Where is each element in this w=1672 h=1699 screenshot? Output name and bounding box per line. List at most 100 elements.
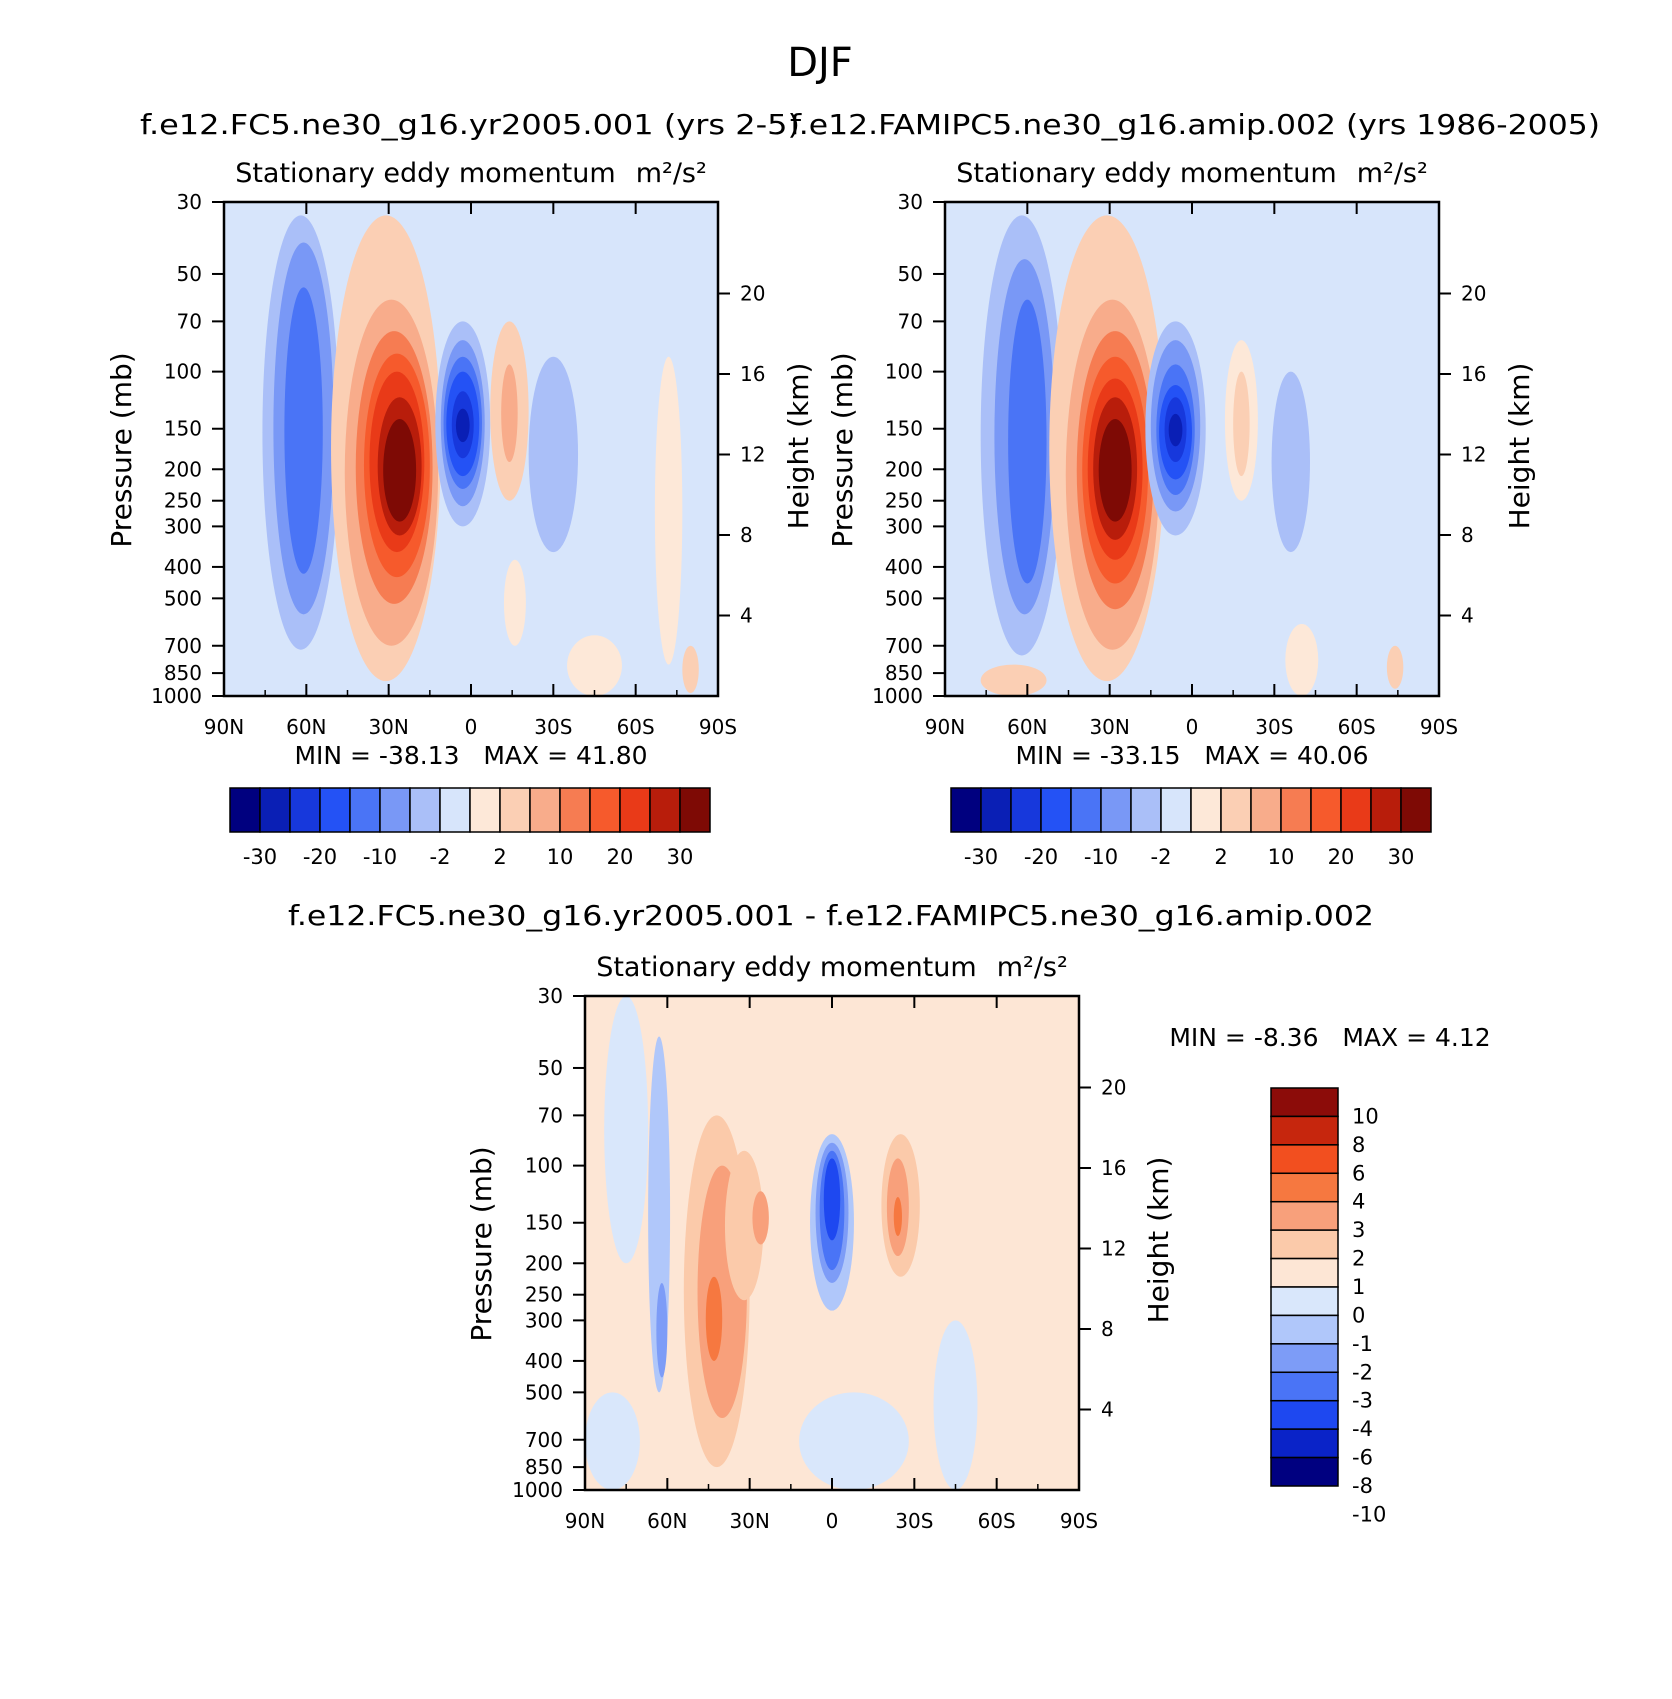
panel-3-x-ticklabel: 60S	[978, 1509, 1016, 1533]
panel-2-x-ticklabel: 60S	[1338, 715, 1376, 739]
panel-3-colorbar-label: 0	[1352, 1303, 1365, 1327]
panel-3-colorbar-label: -8	[1352, 1474, 1373, 1498]
panel-1-colorbar-label: -2	[430, 845, 451, 869]
panel-2-contour-3	[1008, 299, 1047, 584]
panel-2-y-ticklabel: 30	[898, 190, 923, 214]
panel-3-colorbar-swatch	[1270, 1257, 1339, 1288]
panel-3-colorbar-label: 1	[1352, 1275, 1365, 1299]
panel-2-units: m²/s²	[1357, 158, 1428, 189]
panel-2-colorbar-label: -10	[1084, 845, 1118, 869]
panel-3-colorbar-label: 2	[1352, 1247, 1365, 1271]
panel-2-colorbar-swatch	[1370, 787, 1402, 833]
panel-3-contour-6	[724, 1150, 764, 1301]
panel-2-y2-ticklabel: 8	[1461, 523, 1474, 547]
panel-1-y-ticklabel: 300	[164, 514, 202, 538]
panel-2-colorbar-swatch	[1280, 787, 1312, 833]
panel-2-colorbar-swatch	[1040, 787, 1072, 833]
panel-3-y-ticklabel: 250	[525, 1283, 563, 1307]
panel-3-contour-11	[823, 1158, 841, 1241]
panel-2-colorbar-label: 10	[1268, 845, 1295, 869]
panel-3-x-ticklabel: 90N	[565, 1509, 605, 1533]
panel-2-y2-ticklabel: 4	[1461, 603, 1474, 627]
panel-3-y-ticklabel: 1000	[512, 1478, 563, 1502]
panel-2-contour-10	[1098, 419, 1132, 522]
panel-3-contours	[585, 996, 978, 1490]
panel-1-colorbar-label: -10	[363, 845, 397, 869]
panel-3-colorbar-swatch	[1270, 1456, 1339, 1487]
panel-1-colorbar-swatch	[529, 787, 561, 833]
panel-3-y-ticklabel: 100	[525, 1154, 563, 1178]
panel-1-colorbar-label: -30	[243, 845, 277, 869]
panel-1-y-ticklabel: 100	[164, 360, 202, 384]
panel-1-colorbar-label: 30	[667, 845, 694, 869]
panel-3-colorbar-swatch	[1270, 1314, 1339, 1345]
panel-2-colorbar-swatch	[1400, 787, 1432, 833]
panel-3-colorbar-swatch	[1270, 1343, 1339, 1374]
panel-2-colorbar-label: 30	[1388, 845, 1415, 869]
panel-2-colorbar-swatch	[980, 787, 1012, 833]
panel-1-colorbar-label: 20	[607, 845, 634, 869]
panel-1-contour-23	[682, 645, 699, 694]
panel-3-contour-7	[752, 1191, 769, 1245]
panel-3-y2-ticklabel: 20	[1101, 1075, 1126, 1099]
panel-2-y-ticklabel: 200	[885, 457, 923, 481]
panel-1-colorbar-swatch	[649, 787, 681, 833]
panel-2-x-ticklabel: 90N	[925, 715, 965, 739]
panel-2-colorbar-swatch	[1220, 787, 1252, 833]
panel-1-colorbar-swatch	[439, 787, 471, 833]
panel-1-colorbar-swatch	[289, 787, 321, 833]
panel-1-units: m²/s²	[636, 158, 707, 189]
panel-3-colorbar-label: -6	[1352, 1446, 1373, 1470]
panel-1-contours	[262, 215, 699, 696]
panel-2-subtitle: Stationary eddy momentum m²/s²	[956, 158, 1428, 189]
panel-1-field	[224, 202, 718, 696]
panel-3-colorbar-swatch	[1270, 1200, 1339, 1231]
panel-3-y-ticklabel: 850	[525, 1455, 563, 1479]
panel-3-x-ticklabel: 90S	[1060, 1509, 1098, 1533]
panel-3-field	[585, 996, 1079, 1490]
panel-2-x-ticklabel: 90S	[1420, 715, 1458, 739]
panel-2-contour-16	[1168, 413, 1183, 447]
panel-1-y-ticklabel: 30	[177, 190, 202, 214]
panel-3-colorbar-label: 8	[1352, 1133, 1365, 1157]
panel-2-y2-ticklabel: 16	[1461, 362, 1486, 386]
panel-2-colorbar-label: -20	[1024, 845, 1058, 869]
panel-1-y-ticklabel: 70	[177, 309, 202, 333]
panel-3-y2-ticklabel: 8	[1101, 1317, 1114, 1341]
panel-3-y-ticklabel: 150	[525, 1211, 563, 1235]
panel-1-colorbar-swatch	[499, 787, 531, 833]
panel-3-y-ticklabel: 200	[525, 1251, 563, 1275]
panel-2-y-ticklabel: 100	[885, 360, 923, 384]
panel-3-contour-5	[705, 1276, 723, 1361]
panel-3-colorbar-label: -2	[1352, 1360, 1373, 1384]
panel-3-y2-ticklabel: 12	[1101, 1236, 1126, 1260]
panel-2-contours	[980, 215, 1404, 696]
panel-3-contour-15	[585, 1392, 640, 1490]
panel-3-y-ticklabel: 50	[538, 1056, 563, 1080]
panel-3-colorbar-swatch	[1270, 1286, 1339, 1317]
panel-2-contour-21	[1386, 645, 1404, 689]
panel-2-y2-ticklabel: 20	[1461, 281, 1486, 305]
panel-2-x-ticks: 90N 60N 30N 0 30S 60S 90S	[925, 202, 1458, 739]
panel-1-colorbar: -30 -20 -10 -2 2 10 20 30	[229, 787, 711, 869]
panel-2-contour-20	[1285, 624, 1319, 696]
panel-1-y-ticklabel: 150	[164, 417, 202, 441]
panel-2-stats: MIN = -33.15 MAX = 40.06	[1015, 741, 1368, 770]
panel-1-ylabel: Pressure (mb)	[105, 352, 138, 547]
panel-3-colorbar-swatch	[1270, 1087, 1339, 1118]
panel-1-x-ticklabel: 90N	[204, 715, 244, 739]
panel-1-contour-21	[503, 559, 526, 646]
panel-3-colorbar-label: 10	[1352, 1104, 1379, 1128]
panel-3-y-ticklabel: 30	[538, 984, 563, 1008]
panel-2-y-ticklabel: 70	[898, 309, 923, 333]
panel-1-colorbar-swatch	[349, 787, 381, 833]
panel-1-x-ticklabel: 90S	[699, 715, 737, 739]
panel-2-colorbar-label: -2	[1151, 845, 1172, 869]
panel-3-colorbar-label: -3	[1352, 1389, 1373, 1413]
panel-1-colorbar-swatch	[229, 787, 261, 833]
panel-2-colorbar-swatch	[1100, 787, 1132, 833]
panel-1-y2-ticklabel: 4	[740, 603, 753, 627]
